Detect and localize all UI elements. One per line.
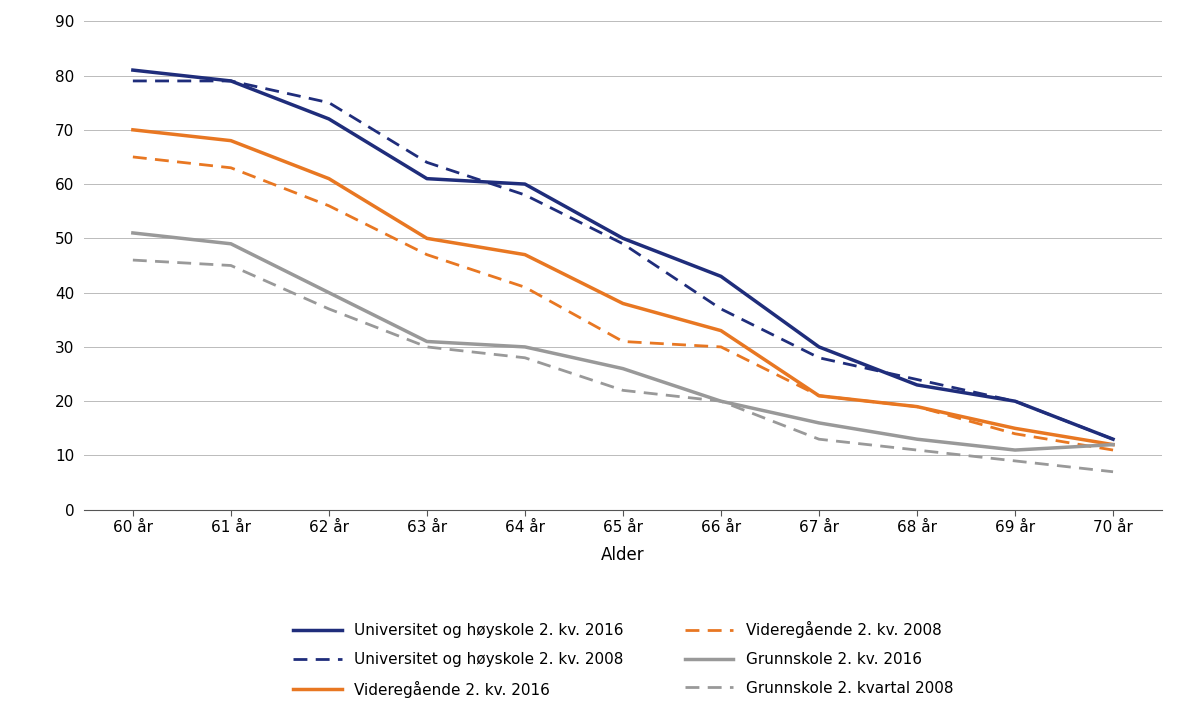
X-axis label: Alder: Alder (601, 547, 645, 564)
Legend: Universitet og høyskole 2. kv. 2016, Universitet og høyskole 2. kv. 2008, Videre: Universitet og høyskole 2. kv. 2016, Uni… (286, 615, 960, 704)
